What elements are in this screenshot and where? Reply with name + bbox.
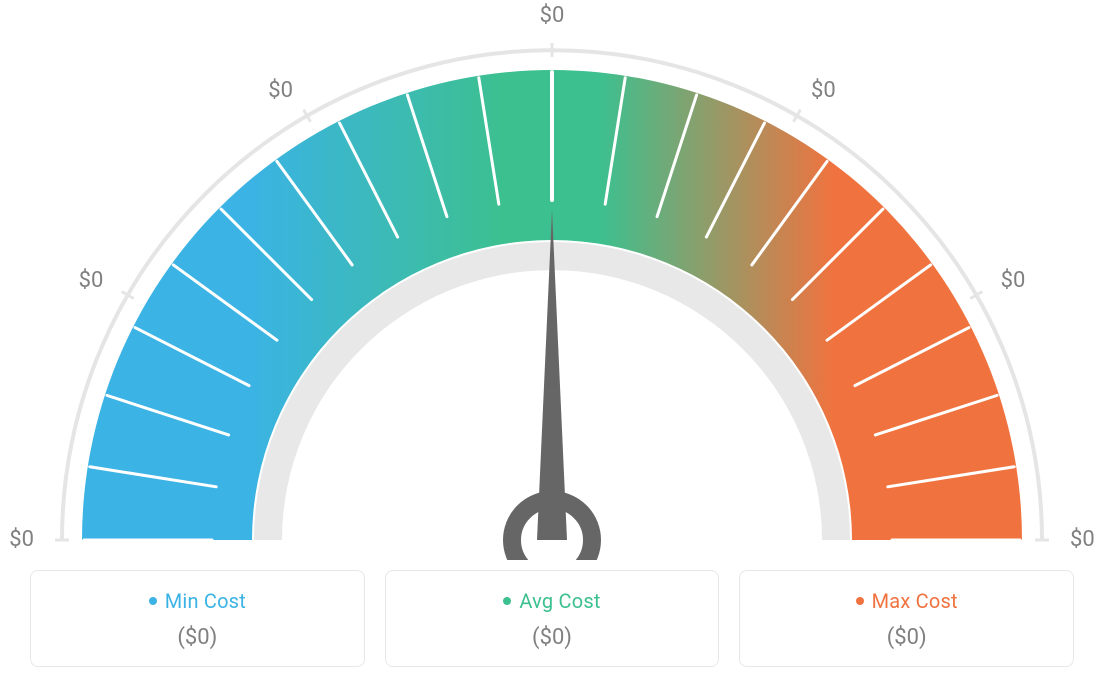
gauge-area: $0 $0 $0 $0 $0 $0 $0: [0, 0, 1104, 560]
legend-label-max: Max Cost: [856, 589, 958, 613]
svg-text:$0: $0: [1070, 527, 1095, 552]
legend-value-max: ($0): [750, 625, 1063, 650]
legend-row: Min Cost ($0) Avg Cost ($0) Max Cost ($0…: [0, 570, 1104, 667]
dot-icon: [149, 597, 157, 605]
legend-label-text: Max Cost: [872, 589, 958, 613]
legend-label-text: Min Cost: [165, 589, 246, 613]
legend-label-avg: Avg Cost: [503, 589, 600, 613]
svg-text:$0: $0: [268, 78, 293, 103]
svg-text:$0: $0: [1001, 268, 1026, 293]
legend-value-avg: ($0): [396, 625, 709, 650]
svg-text:$0: $0: [811, 78, 836, 103]
cost-gauge-chart: $0 $0 $0 $0 $0 $0 $0 Min Cost ($0) Avg Cost ($…: [0, 0, 1104, 690]
gauge-svg: $0 $0 $0 $0 $0 $0 $0: [0, 0, 1104, 560]
legend-box-avg: Avg Cost ($0): [385, 570, 720, 667]
legend-label-min: Min Cost: [149, 589, 246, 613]
svg-text:$0: $0: [540, 3, 565, 28]
svg-text:$0: $0: [79, 268, 104, 293]
legend-box-min: Min Cost ($0): [30, 570, 365, 667]
svg-text:$0: $0: [9, 527, 34, 552]
dot-icon: [856, 597, 864, 605]
legend-box-max: Max Cost ($0): [739, 570, 1074, 667]
legend-value-min: ($0): [41, 625, 354, 650]
legend-label-text: Avg Cost: [519, 589, 600, 613]
dot-icon: [503, 597, 511, 605]
